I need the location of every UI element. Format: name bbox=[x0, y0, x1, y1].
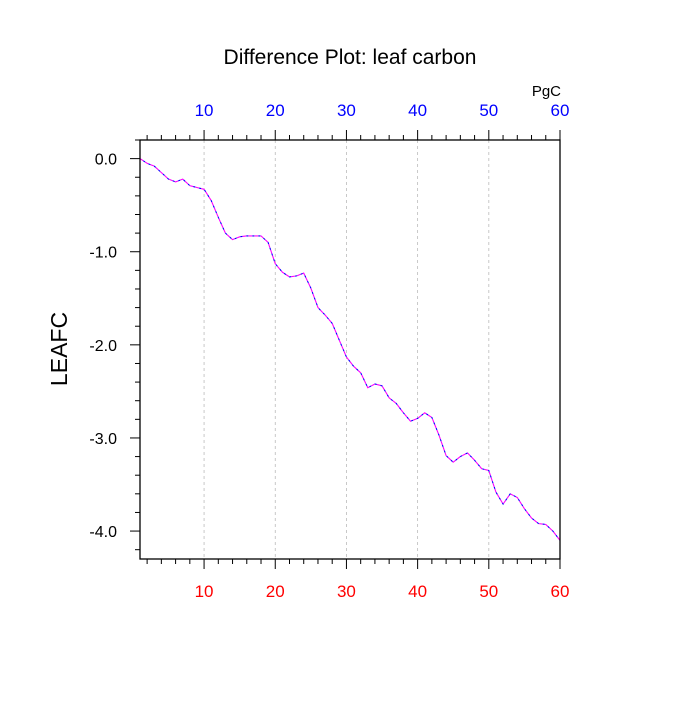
x-tick-label-top-0: 10 bbox=[195, 101, 214, 120]
plot-frame bbox=[139, 139, 561, 560]
chart-title: Difference Plot: leaf carbon bbox=[224, 46, 477, 69]
series-line bbox=[139, 158, 561, 541]
y-tick-label-4: -4.0 bbox=[89, 524, 117, 541]
top-axis-unit-label: PgC bbox=[532, 83, 561, 100]
grid-lines bbox=[203, 140, 490, 559]
x-tick-label-top-3: 40 bbox=[408, 101, 427, 120]
x-tick-label-top-1: 20 bbox=[266, 101, 285, 120]
y-axis-label: LEAFC bbox=[46, 312, 72, 386]
x-tick-label-top-5: 60 bbox=[551, 101, 570, 120]
axis-ticks bbox=[130, 130, 561, 569]
series-line-overlay bbox=[139, 158, 561, 541]
tick-labels: 10 10 20 20 30 30 40 40 50 50 60 60 0.0 -1.0 -2.0 -3.0 -… bbox=[89, 101, 569, 601]
y-tick-label-2: -2.0 bbox=[89, 338, 117, 355]
x-tick-label-top-2: 30 bbox=[337, 101, 356, 120]
y-tick-label-0: 0.0 bbox=[95, 152, 117, 169]
x-tick-label-bottom-0: 10 bbox=[195, 582, 214, 601]
y-tick-label-3: -3.0 bbox=[89, 431, 117, 448]
x-tick-label-bottom-5: 60 bbox=[551, 582, 570, 601]
x-tick-label-bottom-3: 40 bbox=[408, 582, 427, 601]
y-tick-label-1: -1.0 bbox=[89, 245, 117, 262]
x-tick-label-bottom-1: 20 bbox=[266, 582, 285, 601]
x-tick-label-top-4: 50 bbox=[479, 101, 498, 120]
series-line-group bbox=[139, 158, 561, 541]
x-tick-label-bottom-4: 50 bbox=[479, 582, 498, 601]
x-tick-label-bottom-2: 30 bbox=[337, 582, 356, 601]
